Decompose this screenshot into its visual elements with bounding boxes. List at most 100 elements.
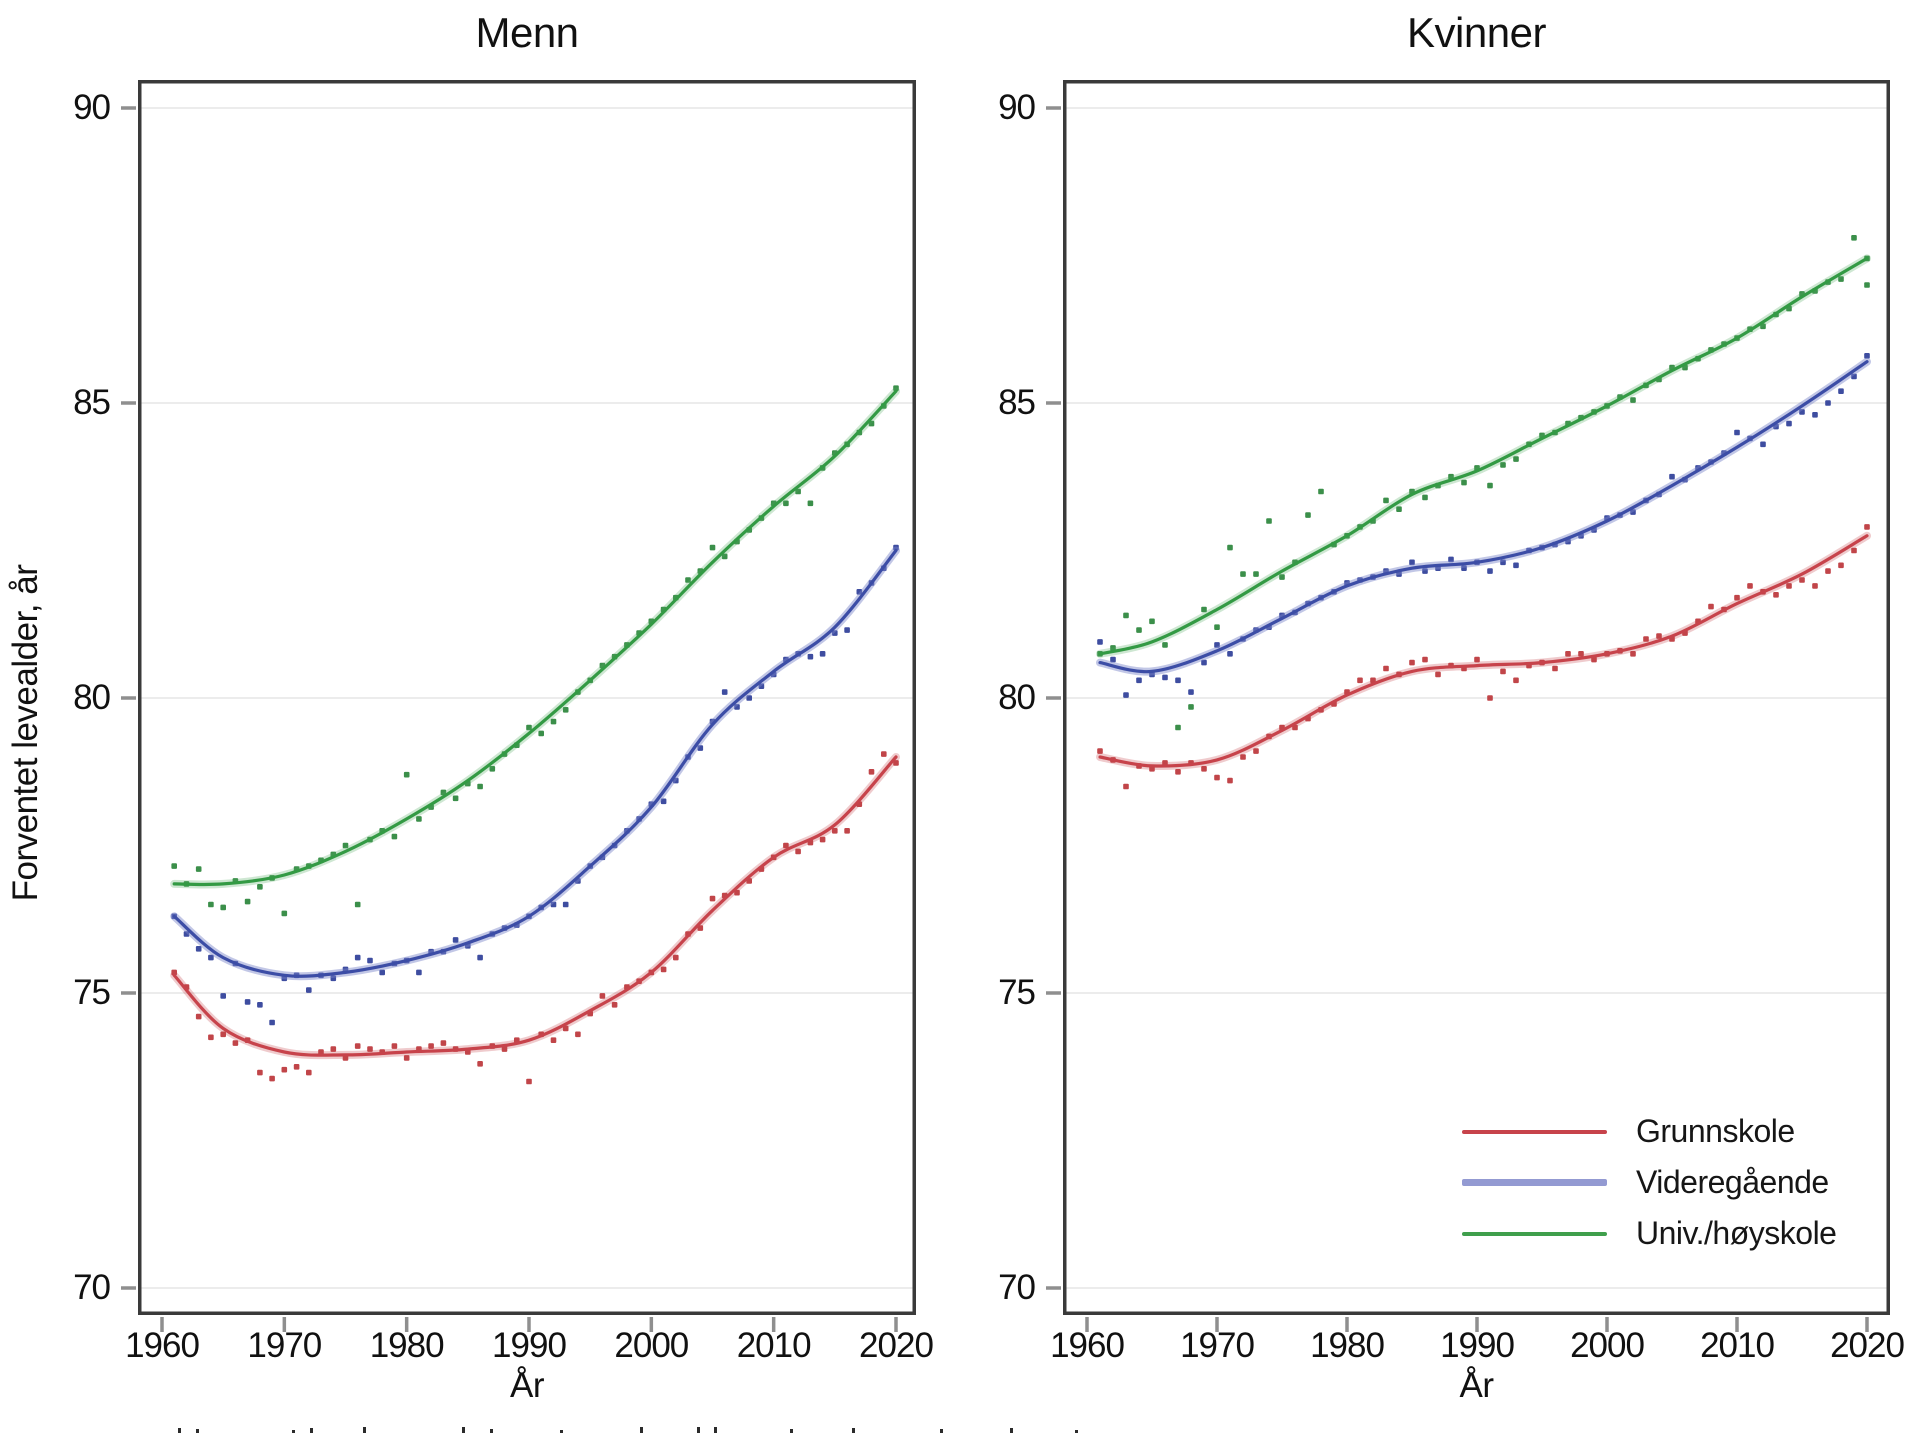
data-point [1630,509,1636,515]
cropped-caption-fragment [1075,1430,1078,1433]
panel-title-kvinner: Kvinner [1407,9,1546,56]
data-point [330,975,337,982]
data-point [697,925,704,931]
data-point [489,766,496,772]
data-point [819,651,826,657]
data-point [220,904,226,911]
data-point [269,1019,275,1026]
data-point [171,863,177,869]
x-tick-label: 2020 [859,1326,934,1365]
data-point [868,420,875,427]
scatter-univ-h-yskole-menn [171,385,899,917]
data-point [391,1043,398,1049]
data-point [220,1031,226,1038]
legend-label-grunnskole: Grunnskole [1636,1113,1795,1149]
data-point [342,842,349,849]
y-tick-label: 75 [998,973,1036,1012]
data-point [844,627,850,633]
data-point [1864,524,1870,530]
plot-frame-menn [138,80,916,1315]
data-point [1175,724,1181,731]
data-point [599,993,606,999]
scatter-videreg-ende-kvinner [1097,353,1870,698]
data-point [318,1049,324,1055]
data-point [1266,518,1272,524]
data-point [1487,482,1493,489]
data-point [721,689,728,695]
data-point [660,798,667,805]
data-point [1136,627,1142,633]
data-point [220,993,226,999]
data-point [868,769,875,775]
data-point [734,704,740,710]
cropped-caption-fragment [363,1427,366,1433]
data-point [1227,777,1233,784]
data-point [1357,677,1363,684]
cropped-caption-fragment [292,1430,295,1433]
data-point [1630,397,1636,403]
data-point [293,1064,300,1070]
data-point [783,842,789,849]
data-point [1851,547,1857,554]
data-point [1097,748,1103,754]
data-point [1110,656,1116,663]
data-point [1760,323,1766,330]
data-point [1461,565,1467,571]
data-point [709,895,716,902]
panel-title-menn: Menn [475,9,579,56]
data-point [1123,783,1129,790]
data-point [550,718,557,725]
data-point [1292,724,1298,731]
x-tick-label: 1990 [1440,1326,1515,1365]
data-point [538,730,544,737]
data-point [881,751,887,757]
data-point [232,1040,239,1046]
data-point [1305,512,1311,518]
data-point [1162,760,1168,766]
x-tick-label: 2010 [1700,1326,1775,1365]
y-tick-label: 85 [998,383,1036,422]
cropped-caption-fragment [940,1429,943,1433]
data-point [1227,544,1233,551]
legend-item-videregaende: Videregående [1462,1157,1836,1208]
data-point [354,1043,361,1049]
data-point [1578,651,1584,657]
data-point [1500,462,1506,468]
data-point [367,957,373,964]
data-point [1864,353,1870,359]
data-point [611,1002,618,1008]
data-point [1513,677,1519,684]
data-point [807,500,814,507]
x-tick-label: 1960 [125,1326,200,1365]
data-point [795,848,801,855]
data-point [1162,642,1168,648]
scatter-videreg-ende-menn [171,544,899,1026]
trend-line-grunnskole-menn [172,755,898,1057]
data-point [1799,577,1805,583]
cropped-caption-fragment [1010,1428,1013,1433]
x-tick-label: 1970 [1180,1326,1255,1365]
data-point [673,954,679,961]
cropped-caption-fragment [310,1428,313,1433]
legend-item-grunnskole: Grunnskole [1462,1106,1836,1157]
data-point [526,724,532,731]
data-point [893,385,899,391]
data-point [1383,665,1389,672]
data-point [856,589,863,595]
data-point [893,544,899,551]
cropped-caption-fragment [178,1428,181,1433]
x-axis-label-menn: År [510,1366,545,1405]
data-point [1656,633,1662,639]
data-point [1591,656,1597,663]
data-point [306,987,312,993]
y-tick-label: 70 [73,1268,111,1307]
data-point [1123,692,1129,698]
data-point [1487,695,1493,701]
x-tick-label: 1990 [492,1326,567,1365]
data-point [440,789,447,796]
legend-swatch-grunnskole [1462,1129,1607,1134]
data-point [697,745,704,751]
data-point [354,954,361,961]
data-point [501,1046,508,1052]
data-point [391,833,398,840]
